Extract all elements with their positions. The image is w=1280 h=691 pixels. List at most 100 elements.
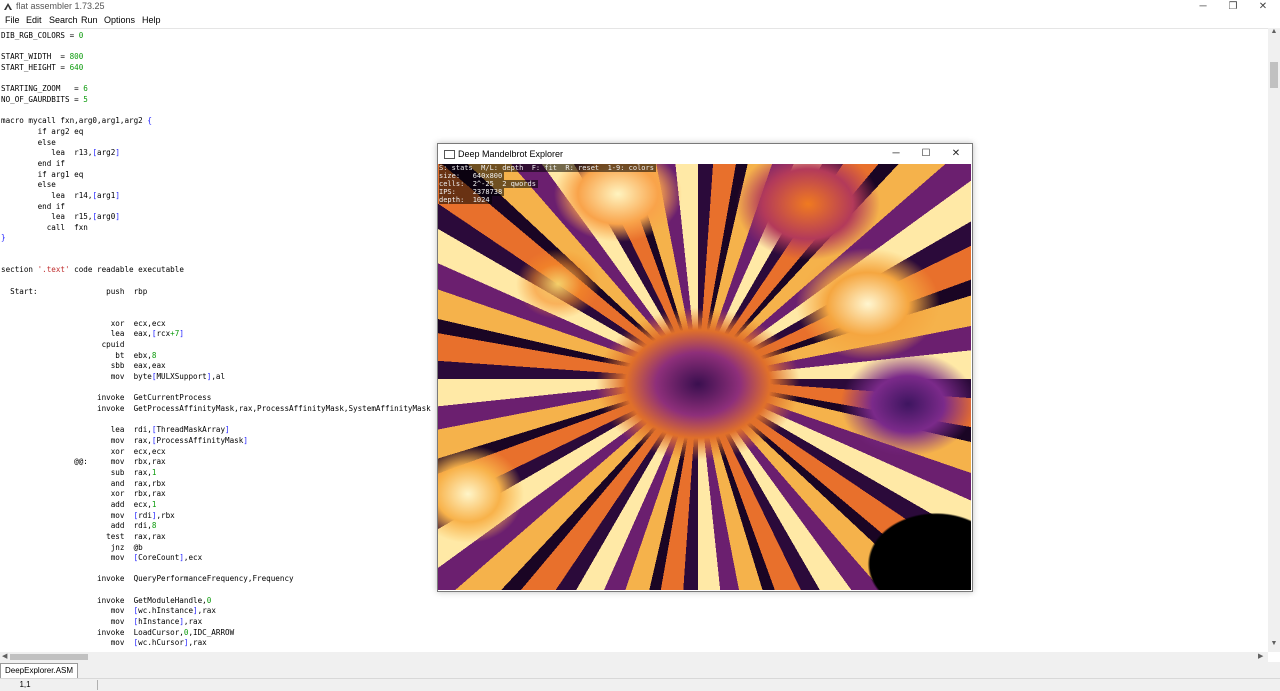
code-token: ] <box>179 617 184 627</box>
code-line[interactable]: macro mycall fxn,arg0,arg1,arg2 { <box>1 116 431 127</box>
close-button[interactable]: ✕ <box>1258 1 1268 12</box>
scroll-right-arrow-icon[interactable]: ▶ <box>1258 653 1264 660</box>
code-line[interactable] <box>1 106 431 117</box>
file-tab[interactable]: DeepExplorer.ASM <box>0 663 79 678</box>
code-token: [ <box>133 553 139 563</box>
code-line[interactable] <box>1 255 431 266</box>
code-line[interactable]: lea eax,[rcx+7] <box>1 329 431 340</box>
code-line[interactable]: sbb eax,eax <box>1 361 431 372</box>
code-line[interactable]: lea r14,[arg1] <box>1 191 431 202</box>
code-line[interactable]: lea rdi,[ThreadMaskArray] <box>1 425 431 436</box>
source-code[interactable]: DIB_RGB_COLORS = 0 START_WIDTH = 800 STAR… <box>1 31 431 649</box>
code-line[interactable]: NO_OF_GAURDBITS = 5 <box>1 95 431 106</box>
explorer-window[interactable]: Deep Mandelbrot Explorer ─ ☐ ✕ S: stats … <box>437 143 973 592</box>
code-line[interactable]: mov [wc.hCursor],rax <box>1 638 431 649</box>
code-line[interactable]: add ecx,1 <box>1 500 431 511</box>
explorer-titlebar[interactable]: Deep Mandelbrot Explorer ─ ☐ ✕ <box>438 144 972 164</box>
code-line[interactable]: if arg1 eq <box>1 170 431 181</box>
menu-options[interactable]: Options <box>104 15 136 25</box>
code-line[interactable]: if arg2 eq <box>1 127 431 138</box>
code-line[interactable] <box>1 308 431 319</box>
code-token: Start: push rbp <box>1 286 148 296</box>
vertical-scroll-thumb[interactable] <box>1270 62 1278 88</box>
code-token: mov <box>1 606 134 616</box>
code-token: ] <box>115 212 120 222</box>
code-token: ,al <box>211 372 226 381</box>
code-token: 1 <box>151 499 157 509</box>
code-line[interactable]: mov [CoreCount],ecx <box>1 553 431 564</box>
code-token: 1 <box>151 467 157 477</box>
code-token: ] <box>151 510 157 520</box>
code-line[interactable]: test rax,rax <box>1 532 431 543</box>
code-line[interactable]: @@: mov rbx,rax <box>1 457 431 468</box>
code-line[interactable]: invoke LoadCursor,0,IDC_ARROW <box>1 628 431 639</box>
code-token: mov <box>1 553 134 563</box>
scroll-down-arrow-icon[interactable]: ▼ <box>1270 640 1278 647</box>
code-line[interactable]: lea r15,[arg0] <box>1 212 431 223</box>
code-line[interactable]: Start: push rbp <box>1 287 431 298</box>
code-token: CoreCount <box>138 553 180 563</box>
code-line[interactable]: mov [hInstance],rax <box>1 617 431 628</box>
code-line[interactable]: invoke GetProcessAffinityMask,rax,Proces… <box>1 404 431 415</box>
menu-search[interactable]: Search <box>49 15 78 25</box>
explorer-minimize-button[interactable]: ─ <box>892 148 900 159</box>
code-line[interactable]: STARTING_ZOOM = 6 <box>1 84 431 95</box>
code-line[interactable] <box>1 74 431 85</box>
code-line[interactable]: xor ecx,ecx <box>1 447 431 458</box>
code-line[interactable] <box>1 585 431 596</box>
code-token: ] <box>243 435 248 445</box>
code-line[interactable] <box>1 42 431 53</box>
menu-run[interactable]: Run <box>81 15 98 25</box>
code-line[interactable]: lea r13,[arg2] <box>1 148 431 159</box>
code-line[interactable]: START_HEIGHT = 640 <box>1 63 431 74</box>
vertical-scrollbar[interactable]: ▲ ▼ <box>1268 28 1280 652</box>
code-line[interactable]: mov byte[MULXSupport],al <box>1 372 431 383</box>
code-token: if arg2 eq <box>1 126 84 136</box>
code-line[interactable] <box>1 244 431 255</box>
scroll-left-arrow-icon[interactable]: ◀ <box>2 653 8 660</box>
code-line[interactable]: cpuid <box>1 340 431 351</box>
code-line[interactable]: jnz @b <box>1 543 431 554</box>
code-line[interactable]: START_WIDTH = 800 <box>1 52 431 63</box>
code-line[interactable]: mov [rdi],rbx <box>1 511 431 522</box>
menu-help[interactable]: Help <box>142 15 161 25</box>
scroll-up-arrow-icon[interactable]: ▲ <box>1270 28 1278 35</box>
horizontal-scrollbar[interactable]: ◀ ▶ <box>0 652 1268 662</box>
code-line[interactable]: invoke QueryPerformanceFrequency,Frequen… <box>1 574 431 585</box>
code-line[interactable] <box>1 564 431 575</box>
overlay-ips-line: IPS: 2378738 <box>439 188 505 196</box>
code-line[interactable]: and rax,rbx <box>1 479 431 490</box>
horizontal-scroll-thumb[interactable] <box>10 654 88 660</box>
menu-file[interactable]: File <box>5 15 20 25</box>
code-line[interactable]: else <box>1 138 431 149</box>
code-line[interactable]: mov [wc.hInstance],rax <box>1 606 431 617</box>
code-line[interactable]: xor rbx,rax <box>1 489 431 500</box>
explorer-close-button[interactable]: ✕ <box>951 148 961 159</box>
code-line[interactable]: invoke GetModuleHandle,0 <box>1 596 431 607</box>
code-token: 0 <box>206 595 212 605</box>
minimize-button[interactable]: ─ <box>1199 1 1207 12</box>
code-line[interactable]: invoke GetCurrentProcess <box>1 393 431 404</box>
code-line[interactable]: add rdi,8 <box>1 521 431 532</box>
code-line[interactable]: end if <box>1 159 431 170</box>
status-bar: 1,1 <box>0 678 1280 691</box>
explorer-maximize-button[interactable]: ☐ <box>921 148 931 159</box>
code-line[interactable] <box>1 383 431 394</box>
code-token: test rax,rax <box>1 531 166 541</box>
code-line[interactable]: DIB_RGB_COLORS = 0 <box>1 31 431 42</box>
code-line[interactable] <box>1 276 431 287</box>
code-line[interactable] <box>1 415 431 426</box>
code-line[interactable]: } <box>1 233 431 244</box>
code-line[interactable]: sub rax,1 <box>1 468 431 479</box>
code-line[interactable]: bt ebx,8 <box>1 351 431 362</box>
code-line[interactable]: section '.text' code readable executable <box>1 265 431 276</box>
code-line[interactable]: mov rax,[ProcessAffinityMask] <box>1 436 431 447</box>
code-line[interactable]: end if <box>1 202 431 213</box>
code-line[interactable]: xor ecx,ecx <box>1 319 431 330</box>
code-line[interactable] <box>1 297 431 308</box>
mandelbrot-canvas[interactable]: S: stats M/L: depth F: fit R: reset 1-9:… <box>438 164 971 590</box>
code-line[interactable]: else <box>1 180 431 191</box>
menu-edit[interactable]: Edit <box>26 15 42 25</box>
code-line[interactable]: call fxn <box>1 223 431 234</box>
maximize-button[interactable]: ❐ <box>1228 1 1238 12</box>
